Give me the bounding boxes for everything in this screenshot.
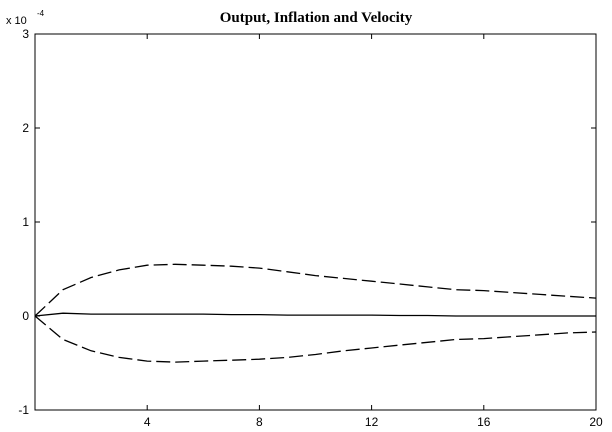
y-scale-base: x 10 xyxy=(6,15,27,27)
y-scale-factor: x 10 -4 xyxy=(6,9,45,27)
dashed-series-line-1 xyxy=(34,263,597,317)
x-tick-label: 4 xyxy=(144,415,151,429)
y-tick-label: 1 xyxy=(22,215,29,229)
x-tick-label: 16 xyxy=(477,415,491,429)
series-lines xyxy=(34,263,597,363)
y-tick-label: 0 xyxy=(22,309,29,323)
x-tick-label: 20 xyxy=(589,415,603,429)
plot-frame xyxy=(34,33,597,411)
y-scale-exponent: -4 xyxy=(37,9,45,18)
x-tick-label: 8 xyxy=(256,415,263,429)
chart-title: Output, Inflation and Velocity xyxy=(220,10,413,26)
solid-series-line-0 xyxy=(34,312,596,317)
x-tick-label: 12 xyxy=(365,415,379,429)
dashed-series-line-2 xyxy=(34,315,597,363)
y-tick-label: 3 xyxy=(22,27,29,41)
y-tick-label: -1 xyxy=(18,403,29,417)
y-tick-label: 2 xyxy=(22,121,29,135)
